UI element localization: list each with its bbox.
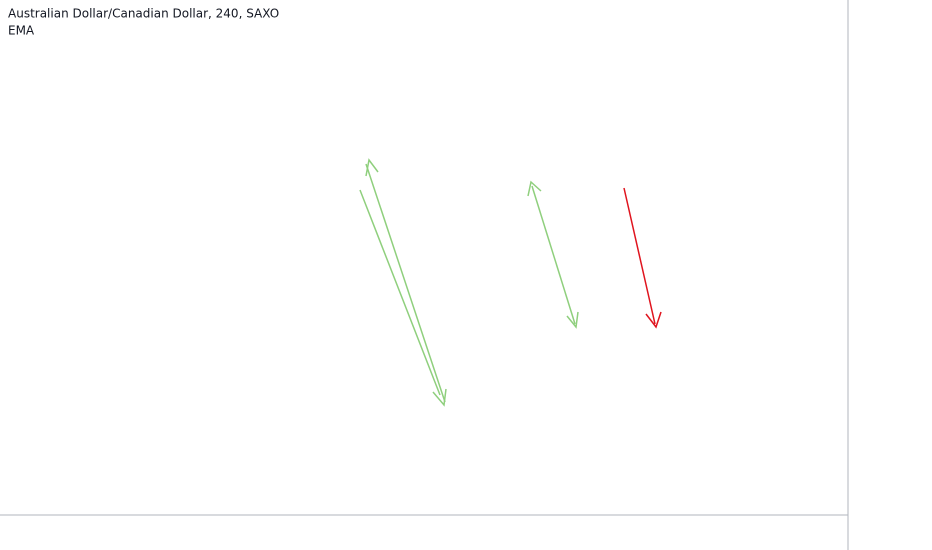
arrow-line (365, 163, 446, 403)
arrow-head (527, 180, 542, 197)
arrow-line (623, 187, 656, 325)
arrow-head (432, 388, 447, 407)
arrow-head (365, 158, 379, 177)
arrow-head (645, 311, 662, 329)
chart-title: Australian Dollar/Canadian Dollar, 240, … (8, 7, 279, 21)
arrow-line (531, 185, 576, 325)
indicator-label: EMA (8, 24, 35, 38)
arrow-line (359, 189, 441, 396)
arrow-head (566, 311, 579, 329)
analysis-arrows (359, 158, 662, 407)
